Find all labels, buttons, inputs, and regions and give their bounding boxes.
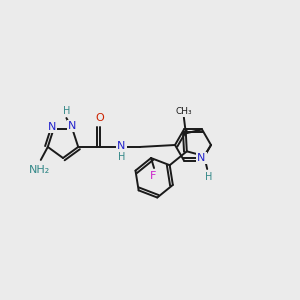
Text: H: H — [118, 152, 125, 162]
Text: N: N — [117, 141, 125, 151]
Text: NH₂: NH₂ — [29, 165, 50, 175]
Text: N: N — [197, 153, 206, 163]
Text: N: N — [68, 121, 76, 131]
Text: O: O — [96, 113, 105, 123]
Text: CH₃: CH₃ — [176, 107, 192, 116]
Text: H: H — [205, 172, 212, 182]
Text: N: N — [47, 122, 56, 132]
Text: H: H — [63, 106, 70, 116]
Text: F: F — [150, 171, 156, 181]
